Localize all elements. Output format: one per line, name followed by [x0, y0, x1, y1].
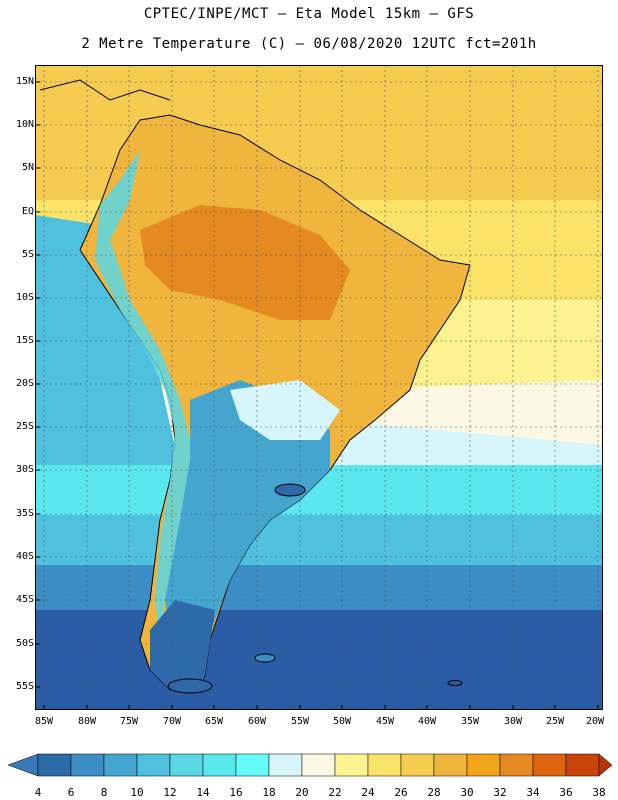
colorbar-segment — [136, 753, 171, 777]
colorbar-label: 22 — [328, 786, 342, 799]
south-georgia — [447, 680, 463, 686]
colorbar-segment — [37, 753, 72, 777]
pacific-cold — [35, 215, 180, 470]
lon-label: 60W — [247, 716, 267, 727]
mid-ocean-band — [35, 565, 603, 615]
colorbar-segment — [235, 753, 270, 777]
lat-label: EQ — [21, 206, 34, 217]
colorbar-label: 12 — [163, 786, 177, 799]
lon-label: 85W — [34, 716, 54, 727]
colorbar-label: 34 — [526, 786, 540, 799]
colorbar-label: 24 — [361, 786, 375, 799]
lat-label: 30S — [15, 464, 34, 475]
lat-label: 10S — [15, 292, 34, 303]
colorbar-segment — [499, 753, 534, 777]
lat-label: 5S — [21, 249, 34, 260]
colorbar-label: 18 — [262, 786, 276, 799]
colorbar-label: 38 — [592, 786, 606, 799]
colorbar-segment — [202, 753, 237, 777]
colorbar-label: 20 — [295, 786, 309, 799]
colorbar-segment — [466, 753, 501, 777]
andes-cool — [95, 150, 195, 640]
caribbean-coast — [39, 79, 171, 101]
map-frame — [35, 65, 603, 710]
lon-label: 70W — [162, 716, 182, 727]
lon-label: 55W — [290, 716, 310, 727]
colorbar-segment — [103, 753, 138, 777]
lon-label: 80W — [77, 716, 97, 727]
colorbar-label: 16 — [229, 786, 243, 799]
colorbar-segment — [334, 753, 369, 777]
lon-label: 50W — [332, 716, 352, 727]
colorbar-label: 6 — [67, 786, 75, 799]
colorbar-segment — [367, 753, 402, 777]
southern-cone-cool — [165, 380, 330, 660]
colorbar-lower-arrow — [7, 753, 39, 777]
lat-label: 15N — [15, 76, 34, 87]
colorbar-label: 30 — [460, 786, 474, 799]
patagonia-cold — [150, 600, 215, 690]
map-field — [35, 65, 603, 710]
lat-label: 10N — [15, 119, 34, 130]
deep-ocean-band — [35, 610, 603, 710]
colorbar-segment — [400, 753, 435, 777]
colorbar-label: 32 — [493, 786, 507, 799]
lon-label: 35W — [460, 716, 480, 727]
lat-label: 50S — [15, 638, 34, 649]
tierra-del-fuego — [167, 678, 213, 694]
colorbar — [7, 753, 613, 777]
lon-label: 20W — [585, 716, 605, 727]
colorbar-segment — [268, 753, 303, 777]
lon-label: 75W — [119, 716, 139, 727]
lat-label: 5N — [21, 162, 34, 173]
lon-label: 45W — [375, 716, 395, 727]
lon-label: 25W — [545, 716, 565, 727]
lat-label: 45S — [15, 594, 34, 605]
colorbar-segment — [532, 753, 567, 777]
colorbar-segment — [301, 753, 336, 777]
amazon-hot-zone — [140, 205, 350, 320]
map-title-line-1: CPTEC/INPE/MCT – Eta Model 15km – GFS — [143, 6, 475, 22]
map-title-line-2: 2 Metre Temperature (C) – 06/08/2020 12U… — [81, 36, 537, 52]
south-atlantic-paleblue — [330, 420, 603, 470]
colorbar-segment — [169, 753, 204, 777]
lat-label: 25S — [15, 421, 34, 432]
lat-label: 15S — [15, 335, 34, 346]
lat-label: 55S — [15, 681, 34, 692]
lat-label: 20S — [15, 378, 34, 389]
colorbar-label: 36 — [559, 786, 573, 799]
central-plateau-pale — [230, 380, 340, 440]
lat-label: 40S — [15, 551, 34, 562]
lat-label: 35S — [15, 508, 34, 519]
light-ocean-band — [35, 515, 603, 570]
lon-label: 40W — [417, 716, 437, 727]
colorbar-label: 26 — [394, 786, 408, 799]
colorbar-upper-arrow — [598, 753, 613, 777]
lagoa-dos-patos — [274, 483, 306, 497]
colorbar-label: 14 — [196, 786, 210, 799]
lon-label: 65W — [204, 716, 224, 727]
colorbar-segment — [70, 753, 105, 777]
falkland-islands — [254, 653, 276, 663]
colorbar-label: 28 — [427, 786, 441, 799]
colorbar-segment — [565, 753, 600, 777]
lon-label: 30W — [503, 716, 523, 727]
colorbar-label: 4 — [34, 786, 42, 799]
colorbar-label: 10 — [130, 786, 144, 799]
colorbar-label: 8 — [100, 786, 108, 799]
colorbar-segment — [433, 753, 468, 777]
